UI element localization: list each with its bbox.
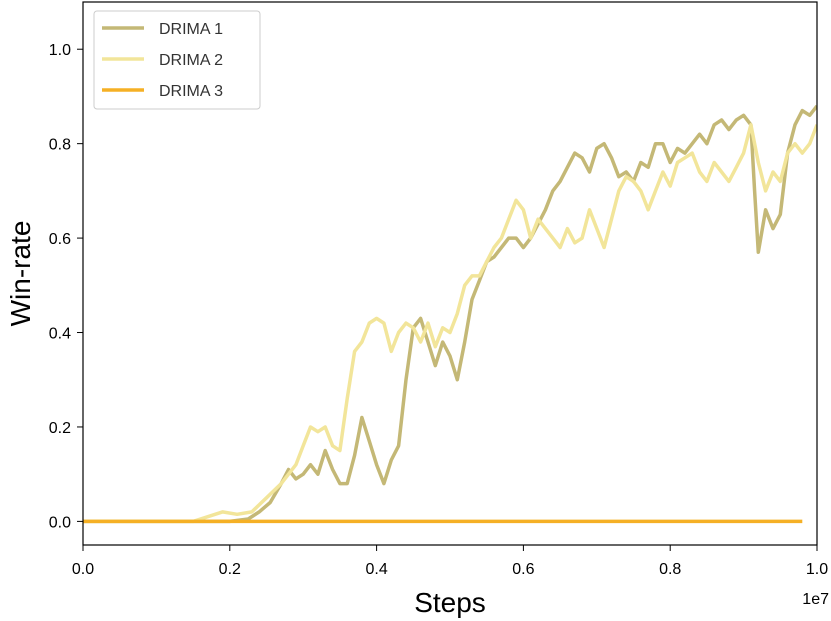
- legend-label-2: DRIMA 2: [159, 52, 223, 69]
- y-tick-label: 0.8: [49, 137, 71, 154]
- y-tick-label: 0.6: [49, 231, 71, 248]
- legend-label-1: DRIMA 1: [159, 21, 223, 38]
- x-tick-label: 0.8: [659, 561, 681, 578]
- x-axis: 0.0 0.2 0.4 0.6 0.8 1.0: [72, 545, 828, 578]
- legend: DRIMA 1 DRIMA 2 DRIMA 3: [93, 10, 261, 110]
- x-tick-label: 0.6: [512, 561, 534, 578]
- y-tick-label: 0.4: [49, 326, 71, 343]
- x-axis-title: Steps: [414, 587, 486, 618]
- x-tick-label: 0.4: [365, 561, 387, 578]
- x-axis-offset-label: 1e7: [802, 591, 829, 608]
- y-tick-label: 0.2: [49, 420, 71, 437]
- series-line-1: [83, 104, 817, 524]
- x-tick-label: 1.0: [806, 561, 828, 578]
- plot-frame: [82, 1, 818, 546]
- y-tick-label: 1.0: [49, 42, 71, 59]
- legend-box: [93, 10, 261, 110]
- y-tick-label: 0.0: [49, 514, 71, 531]
- legend-label-3: DRIMA 3: [159, 83, 223, 100]
- y-axis: 0.0 0.2 0.4 0.6 0.8 1.0: [49, 42, 83, 531]
- series-line-2: [83, 123, 817, 524]
- y-axis-title: Win-rate: [5, 221, 36, 327]
- x-tick-label: 0.0: [72, 561, 94, 578]
- plot-area: [83, 104, 817, 524]
- x-tick-label: 0.2: [219, 561, 241, 578]
